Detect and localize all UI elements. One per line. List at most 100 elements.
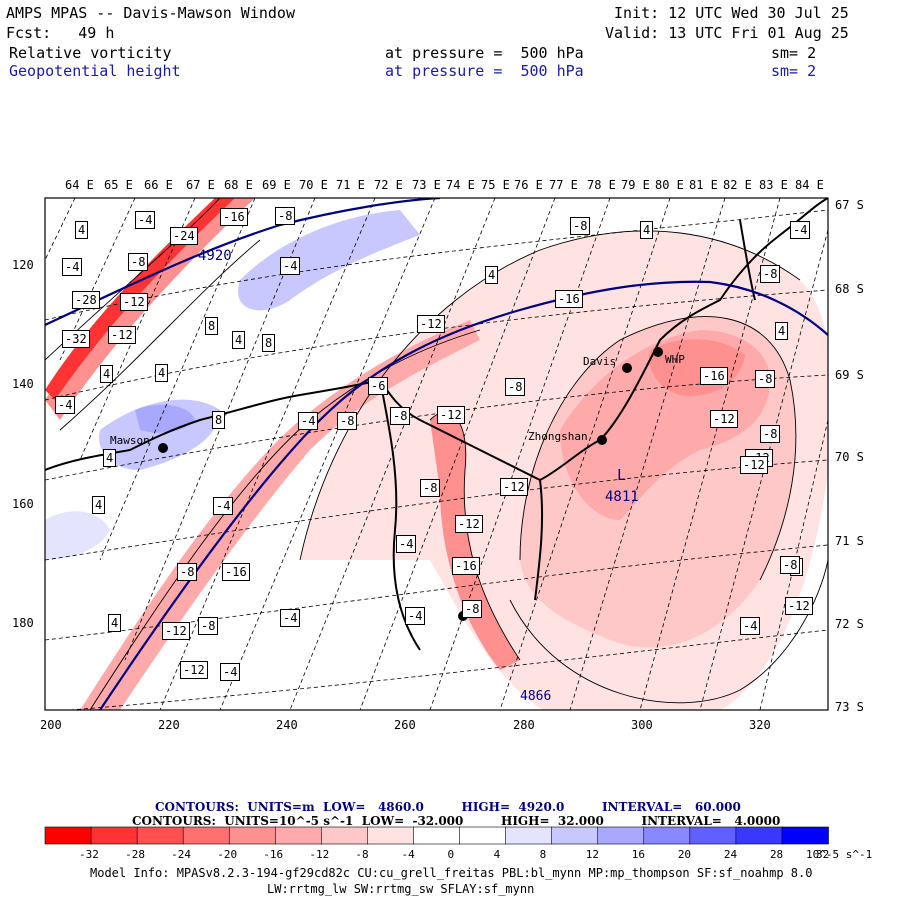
bottom-axis-label: 220	[158, 718, 180, 732]
colorbar-tick-label: 24	[723, 848, 738, 861]
colorbar-swatch	[44, 826, 92, 845]
forecast-hour: Fcst: 49 h	[6, 24, 115, 42]
height-low-symbol: L	[617, 466, 627, 484]
right-axis-label: 73 S	[835, 700, 864, 714]
vorticity-label: -8	[780, 556, 801, 574]
vorticity-label: -4	[55, 396, 76, 414]
vorticity-label: -8	[570, 217, 591, 235]
right-axis-label: 72 S	[835, 617, 864, 631]
vorticity-band-nw	[45, 198, 255, 420]
vorticity-label: -12	[108, 326, 136, 344]
colorbar	[44, 826, 829, 845]
top-axis-label: 78 E	[587, 178, 616, 192]
vorticity-label: 4	[775, 322, 789, 340]
bottom-axis-label: 280	[513, 718, 535, 732]
model-info-line2: LW:rrtmg_lw SW:rrtmg_sw SFLAY:sf_mynn	[267, 882, 535, 896]
colorbar-swatch	[781, 826, 829, 845]
colorbar-tick-label: -20	[217, 848, 238, 861]
vorticity-label: 4	[108, 614, 122, 632]
vorticity-label: 4	[100, 365, 114, 383]
vorticity-label: -4	[280, 257, 301, 275]
right-axis-label: 70 S	[835, 450, 864, 464]
vorticity-label: -4	[280, 609, 301, 627]
mawson-marker	[158, 443, 168, 453]
colorbar-tick-label: -28	[125, 848, 145, 861]
bottom-axis-label: 260	[394, 718, 416, 732]
colorbar-tick-label: -8	[355, 848, 369, 861]
colorbar-tick-label: 16	[631, 848, 645, 861]
station-label-mawson: Mawson	[110, 434, 150, 447]
left-axis-label: 140	[12, 377, 34, 391]
colorbar-tick-label: -4	[401, 848, 415, 861]
vorticity-band-central	[80, 320, 480, 710]
whp-marker	[653, 347, 663, 357]
station-label-davis: Davis	[583, 355, 617, 368]
colorbar-tick-label: 0	[447, 848, 455, 861]
colorbar-tick-label: 20	[677, 848, 692, 861]
vorticity-label: -12	[500, 478, 528, 496]
top-axis-label: 81 E	[689, 178, 718, 192]
contours-height-legend: CONTOURS: UNITS=m LOW= 4860.0 HIGH= 4920…	[155, 800, 741, 814]
vorticity-label: -16	[220, 208, 248, 226]
top-axis-label: 80 E	[655, 178, 684, 192]
vorticity-label: 4	[485, 266, 499, 284]
right-axis-label: 69 S	[835, 368, 864, 382]
vorticity-label: -4	[405, 607, 426, 625]
vorticity-label: -4	[298, 412, 319, 430]
plot-frame	[44, 197, 829, 711]
vorticity-label: -8	[198, 617, 219, 635]
top-axis-label: 68 E	[224, 178, 253, 192]
colorbar-unit: 10^-5 s^-1	[806, 848, 873, 861]
vorticity-label: -4	[220, 663, 241, 681]
vorticity-label: -4	[396, 535, 417, 553]
top-axis-label: 79 E	[621, 178, 650, 192]
vorticity-blue-sw	[45, 511, 110, 560]
vorticity-label: -12	[417, 315, 445, 333]
vorticity-label: -24	[170, 227, 198, 245]
colorbar-tick-label: -12	[309, 848, 330, 861]
vorticity-label: -16	[452, 557, 480, 575]
colorbar-tick-label: 12	[585, 848, 599, 861]
top-axis-label: 73 E	[412, 178, 441, 192]
valid-time: Valid: 13 UTC Fri 01 Aug 25	[605, 24, 849, 42]
field2-smoothing: sm= 2	[771, 62, 817, 80]
init-time: Init: 12 UTC Wed 30 Jul 25	[614, 4, 849, 22]
davis-marker	[622, 363, 632, 373]
coastline	[45, 198, 828, 651]
height-label-4920: 4920	[198, 248, 232, 264]
vorticity-label: -8	[420, 479, 441, 497]
colorbar-tick-label: -32	[79, 848, 99, 861]
vorticity-label: 4	[155, 364, 169, 382]
station-label-whp: WHP	[665, 353, 685, 366]
top-axis-label: 71 E	[336, 178, 365, 192]
vorticity-label: -12	[455, 515, 483, 533]
colorbar-tick-label: 8	[539, 848, 547, 861]
colorbar-tick-label: 28	[769, 848, 784, 861]
field1-smoothing: sm= 2	[771, 44, 817, 62]
vorticity-label: -8	[760, 425, 781, 443]
map-title: AMPS MPAS -- Davis-Mawson Window	[6, 4, 295, 22]
vorticity-label: 4	[92, 496, 106, 514]
top-axis-label: 77 E	[549, 178, 578, 192]
vorticity-label: -8	[128, 253, 149, 271]
field2-name: Geopotential height	[9, 62, 181, 80]
contours-vorticity-legend: CONTOURS: UNITS=10^-5 s^-1 LOW= -32.000 …	[132, 814, 781, 828]
vorticity-label: -4	[135, 211, 156, 229]
vorticity-label: -8	[760, 265, 781, 283]
vorticity-label: -32	[62, 330, 90, 348]
vorticity-label: -16	[700, 367, 728, 385]
right-axis-label: 71 S	[835, 534, 864, 548]
top-axis-label: 84 E	[795, 178, 824, 192]
vorticity-label: -12	[437, 406, 465, 424]
bottom-axis-label: 200	[40, 718, 62, 732]
field1-level: at pressure = 500 hPa	[385, 44, 584, 62]
vorticity-blue-west-inner	[135, 404, 195, 433]
vorticity-label: -8	[275, 207, 296, 225]
top-axis-label: 67 E	[186, 178, 215, 192]
top-axis-label: 76 E	[514, 178, 543, 192]
vorticity-label: -12	[785, 597, 813, 615]
vorticity-label: 8	[262, 334, 276, 352]
left-axis-label: 160	[12, 497, 34, 511]
top-axis-label: 66 E	[144, 178, 173, 192]
